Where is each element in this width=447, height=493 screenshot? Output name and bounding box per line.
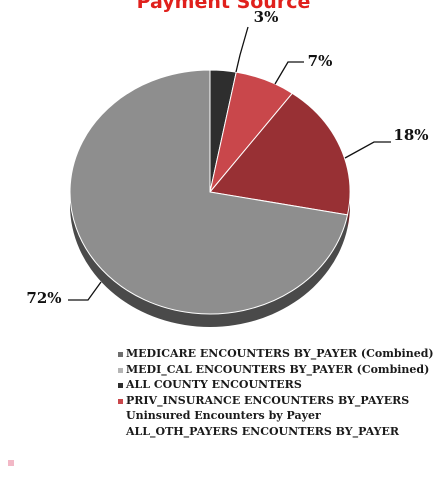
legend-item: ALL COUNTY ENCOUNTERS: [118, 377, 434, 393]
pie-leader-line: [236, 27, 248, 72]
legend-item: MEDICARE ENCOUNTERS BY_PAYER (Combined): [118, 346, 434, 362]
pie-data-label: 18%: [393, 126, 428, 144]
pie-leader-line: [68, 282, 101, 300]
stray-marker: [8, 460, 14, 466]
legend-label: Uninsured Encounters by Payer: [126, 409, 321, 422]
pie-data-label: 3%: [254, 8, 279, 26]
legend-item: ALL_OTH_PAYERS ENCOUNTERS BY_PAYER: [118, 424, 434, 440]
legend-swatch: [118, 352, 123, 357]
pie-leader-line: [345, 142, 391, 158]
pie-leader-line: [275, 62, 304, 84]
legend-item: PRIV_INSURANCE ENCOUNTERS BY_PAYERS: [118, 393, 434, 409]
legend-item: Uninsured Encounters by Payer: [118, 408, 434, 424]
legend: MEDICARE ENCOUNTERS BY_PAYER (Combined) M…: [118, 346, 434, 439]
pie-data-label: 72%: [26, 289, 61, 307]
legend-label: PRIV_INSURANCE ENCOUNTERS BY_PAYERS: [126, 394, 409, 407]
legend-label: MEDI_CAL ENCOUNTERS BY_PAYER (Combined): [126, 363, 429, 376]
legend-swatch: [118, 368, 123, 373]
legend-swatch: [118, 383, 123, 388]
legend-label: MEDICARE ENCOUNTERS BY_PAYER (Combined): [126, 347, 434, 360]
pie-chart: 3% 7% 18% 72%: [0, 0, 447, 340]
pie-slices: [70, 70, 350, 314]
legend-item: MEDI_CAL ENCOUNTERS BY_PAYER (Combined): [118, 362, 434, 378]
legend-label: ALL_OTH_PAYERS ENCOUNTERS BY_PAYER: [126, 425, 399, 438]
pie-data-label: 7%: [308, 52, 333, 70]
legend-label: ALL COUNTY ENCOUNTERS: [126, 378, 302, 391]
legend-swatch: [118, 399, 123, 404]
